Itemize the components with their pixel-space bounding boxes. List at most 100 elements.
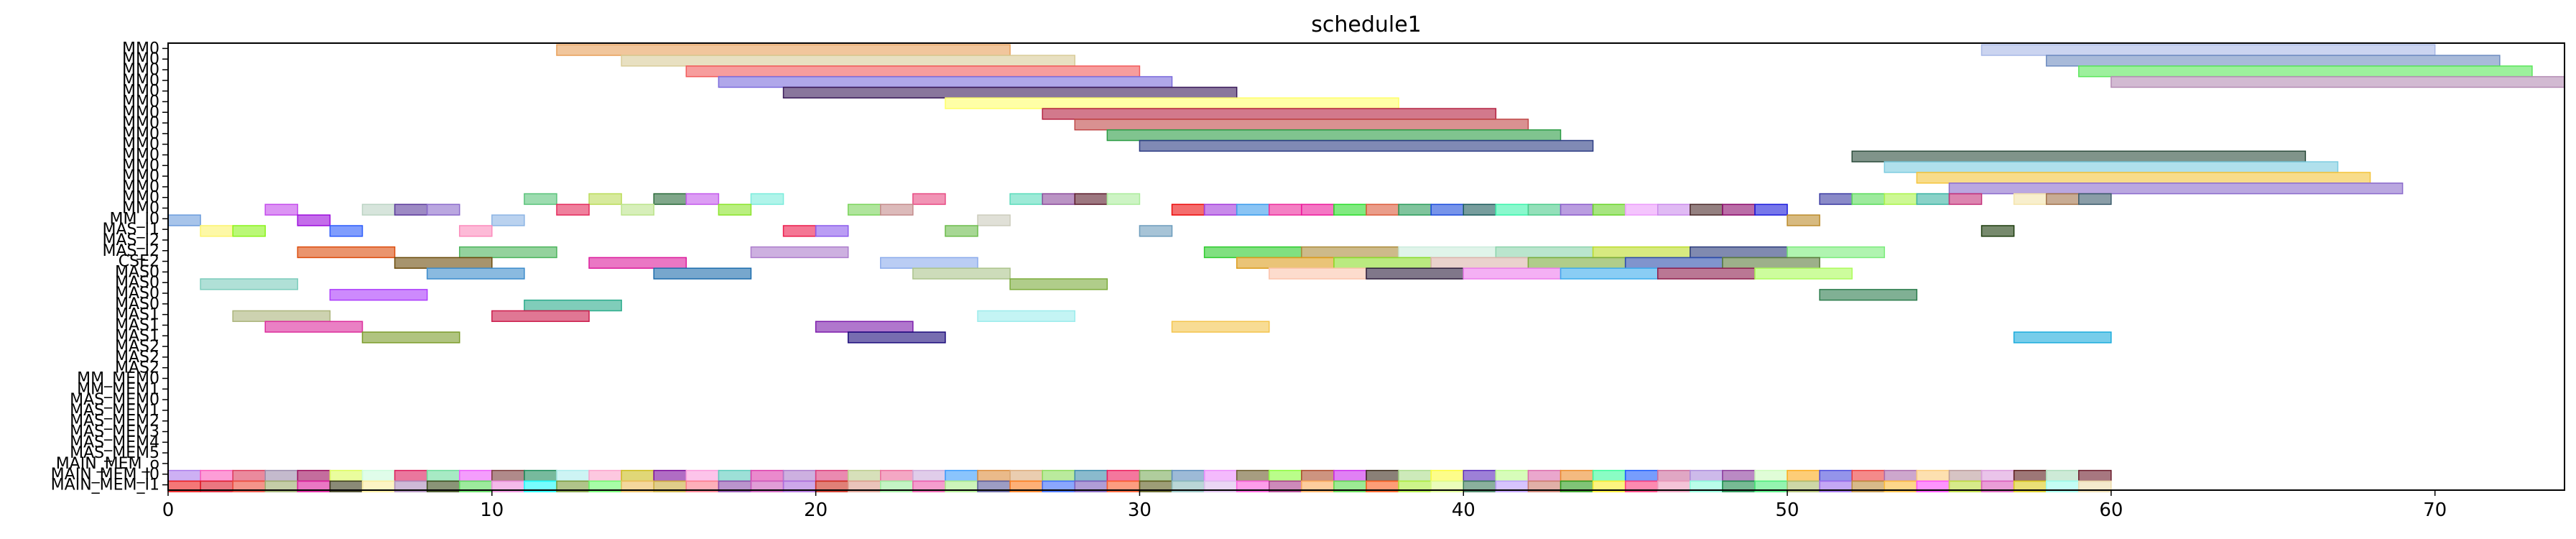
task-bar — [491, 214, 525, 226]
row-label: MM0 — [122, 40, 159, 57]
task-bar — [1495, 246, 1594, 259]
task-bar — [329, 289, 428, 301]
task-bar — [1851, 469, 1886, 482]
task-bar — [1884, 193, 1918, 206]
task-bar — [556, 203, 590, 216]
task-bar — [1754, 267, 1853, 280]
task-bar — [1171, 321, 1270, 333]
task-bar — [1236, 257, 1335, 269]
task-bar — [1592, 203, 1626, 216]
row-label: MAS1 — [115, 327, 159, 345]
task-bar — [1787, 214, 1820, 226]
task-bar — [621, 203, 654, 216]
task-bar — [232, 469, 266, 482]
task-bar — [2045, 469, 2080, 482]
row-label: MM0 — [122, 83, 159, 101]
task-bar — [621, 55, 1076, 67]
plot-frame — [167, 42, 2565, 491]
task-bar — [1754, 203, 1788, 216]
task-bar — [2013, 331, 2112, 344]
task-bar — [1560, 203, 1594, 216]
task-bar — [880, 203, 914, 216]
task-bar — [1139, 225, 1173, 237]
task-bar — [426, 267, 525, 280]
task-bar — [782, 225, 817, 237]
task-bar — [750, 246, 849, 259]
task-bar — [1819, 193, 1853, 206]
task-bar — [1690, 203, 1723, 216]
task-bar — [1236, 469, 1270, 482]
task-bar — [1269, 203, 1302, 216]
task-bar — [394, 469, 428, 482]
task-bar — [880, 257, 978, 269]
task-bar — [1398, 469, 1432, 482]
task-bar — [394, 203, 428, 216]
task-bar — [718, 75, 1173, 88]
task-bar — [1398, 246, 1497, 259]
task-bar — [1171, 203, 1205, 216]
task-bar — [1819, 469, 1853, 482]
task-bar — [264, 469, 299, 482]
task-bar — [1203, 469, 1238, 482]
task-bar — [1366, 203, 1399, 216]
task-bar — [588, 193, 622, 206]
task-bar — [912, 469, 946, 482]
x-tick-label: 40 — [1452, 499, 1475, 521]
task-bar — [847, 469, 881, 482]
row-label: MAS0 — [115, 274, 159, 292]
task-bar — [880, 469, 914, 482]
task-bar — [232, 225, 266, 237]
x-tick-label: 0 — [162, 499, 175, 521]
task-bar — [1301, 469, 1335, 482]
task-bar — [458, 469, 493, 482]
task-bar — [1106, 129, 1562, 142]
task-bar — [1333, 257, 1432, 269]
task-bar — [653, 267, 752, 280]
row-label: MAIN_MEM_o — [56, 455, 159, 473]
task-bar — [1527, 203, 1562, 216]
task-bar — [945, 225, 978, 237]
row-label: MAS_MEM0 — [70, 391, 159, 409]
row-label: MAS0 — [115, 285, 159, 303]
task-bar — [1301, 246, 1399, 259]
row-label: MAS1 — [115, 316, 159, 334]
task-bar — [1560, 267, 1659, 280]
row-labels: MM0MM0MM0MM0MM0MM0MM0MM0MM0MM0MM0MM0MM0M… — [51, 40, 168, 494]
row-label: MM0 — [122, 178, 159, 196]
task-bar — [912, 267, 1011, 280]
task-bar — [458, 246, 557, 259]
task-bar — [1042, 469, 1076, 482]
task-bar — [1106, 469, 1141, 482]
task-bar — [750, 193, 784, 206]
task-bar — [167, 214, 201, 226]
task-bar — [1657, 469, 1691, 482]
task-bar — [588, 257, 687, 269]
row-label: MAIN_MEM_I0 — [51, 466, 159, 484]
task-bar — [524, 299, 622, 312]
x-tick-label: 30 — [1128, 499, 1152, 521]
task-bar — [815, 321, 914, 333]
task-bar — [815, 469, 849, 482]
task-bar — [1009, 278, 1108, 290]
task-bar — [1236, 203, 1270, 216]
task-bar — [1366, 469, 1399, 482]
row-label: MAS_MEM5 — [70, 444, 159, 462]
task-bar — [297, 246, 396, 259]
x-tick-label: 70 — [2423, 499, 2447, 521]
task-bar — [1560, 469, 1594, 482]
task-bar — [685, 469, 720, 482]
row-label: MM0 — [122, 200, 159, 218]
task-bar — [685, 65, 1141, 78]
task-bar — [1139, 469, 1173, 482]
task-bar — [1139, 139, 1594, 152]
task-bar — [1657, 203, 1691, 216]
x-tick-label: 10 — [480, 499, 504, 521]
task-bar — [1171, 469, 1205, 482]
task-bar — [1495, 203, 1529, 216]
task-bar — [1527, 257, 1626, 269]
task-bar — [297, 214, 331, 226]
task-bar — [1722, 203, 1756, 216]
task-bar — [1624, 469, 1659, 482]
row-label: MM0 — [122, 93, 159, 111]
task-bar — [556, 469, 590, 482]
